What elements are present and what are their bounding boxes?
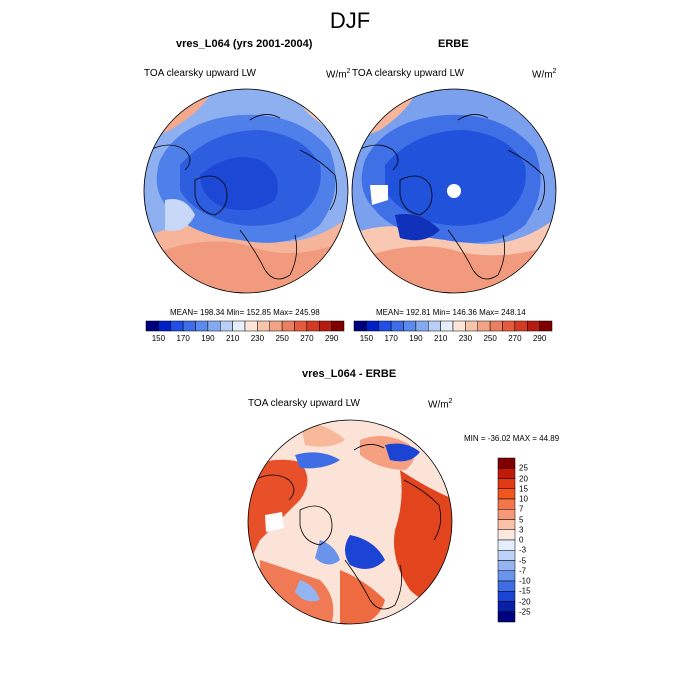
panel3-colorbar-swatch [497, 498, 516, 510]
panel1-colorbar-tick-label: 210 [225, 334, 240, 343]
panel1-colorbar-tick-label: 290 [324, 334, 339, 343]
panel1-colorbar-tick-label: 250 [275, 334, 289, 343]
panel2-colorbar-tick-label: 150 [359, 334, 374, 343]
panel3-colorbar-swatch [497, 478, 516, 489]
panel1-colorbar-swatch [331, 320, 345, 332]
panel3-colorbar-swatch [497, 488, 516, 500]
panel2-colorbar-swatch [539, 320, 553, 332]
panel3-colorbar-swatch [497, 580, 516, 592]
panel1-units: W/m2 [326, 68, 351, 81]
panel3-colorbar-swatch [497, 457, 516, 469]
panel3-colorbar-tick-label: 3 [519, 525, 524, 535]
panel3-colorbar-swatch [497, 509, 516, 520]
panel2-colorbar-tick-label: 250 [483, 334, 497, 343]
panel3-colorbar-tick-label: -3 [519, 545, 527, 555]
panel3-colorbar-tick-label: -7 [519, 566, 527, 576]
panel3-colorbar-tick-label: 0 [519, 535, 524, 545]
panel3-colorbar-tick-label: 5 [519, 515, 524, 524]
panel3-colorbar-swatch [497, 611, 516, 623]
panel2-stats: MEAN= 192.81 Min= 146.36 Max= 248.14 [376, 308, 526, 317]
figure-title: DJF [329, 8, 371, 33]
panel3-colorbar-swatch [497, 601, 516, 612]
panel2-colorbar-tick-label: 170 [384, 334, 398, 343]
panel2-colorbar-tick-label: 270 [508, 334, 522, 343]
panel3-colorbar-swatch [497, 529, 516, 541]
panel3-colorbar-tick-label: 15 [519, 484, 528, 494]
panel2-colorbar-tick-label: 210 [433, 334, 448, 343]
panel1-colorbar-tick-label: 190 [201, 334, 215, 343]
panel3-colorbar-swatch [497, 550, 516, 561]
panel3-colorbar-tick-label: -25 [519, 607, 531, 617]
panel2-variable-label: TOA clearsky upward LW [352, 68, 464, 79]
panel3-colorbar-swatch [497, 560, 516, 571]
panel3-colorbar-tick-label: -10 [519, 576, 531, 586]
panel3-colorbar-tick-label: 10 [519, 494, 528, 504]
panel1-colorbar-tick-label: 150 [151, 334, 166, 343]
panel1-title: vres_L064 (yrs 2001-2004) [176, 38, 313, 50]
panel3-title: vres_L064 - ERBE [302, 368, 397, 380]
panel2-colorbar-tick-label: 290 [532, 334, 547, 343]
panel3-colorbar-tick-label: 7 [519, 504, 524, 514]
panel3-colorbar-swatch [497, 591, 516, 602]
panel3-colorbar-tick-label: -15 [519, 586, 531, 596]
panel3-colorbar-swatch [497, 539, 516, 551]
panel2-title: ERBE [438, 38, 469, 50]
panel3-units: W/m2 [428, 398, 453, 411]
panel1-colorbar-tick-label: 230 [250, 334, 265, 343]
panel3-colorbar-tick-label: -20 [519, 597, 531, 606]
panel3-colorbar-swatch [497, 519, 516, 530]
panel3-colorbar-tick-label: -5 [519, 556, 527, 565]
panel1-colorbar-tick-label: 170 [176, 334, 190, 343]
panel3-stats: MIN = -36.02 MAX = 44.89 [464, 434, 560, 443]
panel1-colorbar-tick-label: 270 [300, 334, 314, 343]
panel1-stats: MEAN= 198.34 Min= 152.85 Max= 245.98 [170, 308, 320, 317]
panel2-colorbar-tick-label: 230 [458, 334, 473, 343]
panel3-colorbar-swatch [497, 468, 516, 479]
panel3-colorbar-tick-label: 20 [519, 474, 528, 483]
panel3-colorbar-swatch [497, 570, 516, 582]
panel3-variable-label: TOA clearsky upward LW [248, 398, 360, 409]
panel2-units: W/m2 [532, 68, 557, 81]
panel1-variable-label: TOA clearsky upward LW [144, 68, 256, 79]
panel2-colorbar-tick-label: 190 [409, 334, 423, 343]
panel3-colorbar-tick-label: 25 [519, 463, 528, 473]
